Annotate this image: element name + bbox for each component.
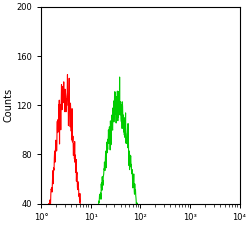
Y-axis label: Counts: Counts — [4, 88, 14, 122]
